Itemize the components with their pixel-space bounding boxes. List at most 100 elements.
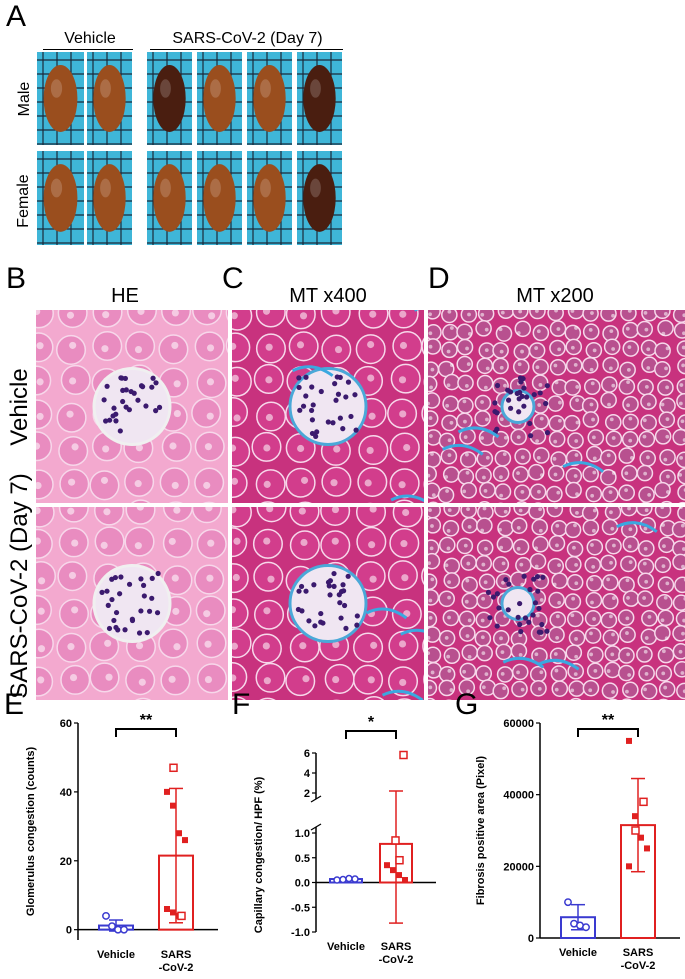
data-point xyxy=(120,925,128,934)
x-tick-label: Vehicle xyxy=(559,947,597,959)
significance-bracket xyxy=(345,730,397,739)
y-tick-label: 0.0 xyxy=(295,878,310,890)
data-point xyxy=(170,909,176,916)
kidney-photo xyxy=(247,151,292,245)
data-point xyxy=(108,922,116,931)
he-column-title: HE xyxy=(111,285,139,307)
kidney-photo xyxy=(147,151,192,245)
kidney-photo xyxy=(297,151,342,245)
female-row-label: Female xyxy=(15,174,32,228)
kidney-photo xyxy=(147,52,192,145)
panel-e-letter: E xyxy=(4,688,25,721)
kidney-photo xyxy=(197,151,242,245)
histology-micrograph xyxy=(428,507,685,700)
significance-bracket xyxy=(577,728,639,737)
data-point xyxy=(176,830,182,837)
chart-glomerulus-congestion: Glomerulus congestion (counts) 0 20 40 60 ** V… xyxy=(25,712,218,974)
data-point xyxy=(102,911,110,920)
data-point xyxy=(631,826,640,835)
data-point xyxy=(626,737,632,744)
x-tick-label: -CoV-2 xyxy=(159,962,194,974)
y-tick-label: 1.0 xyxy=(295,828,310,840)
y-axis-label: Fibrosis positive area (Pixel) xyxy=(475,756,487,906)
y-tick-label: 0.5 xyxy=(295,853,310,865)
vehicle-group-line xyxy=(43,49,133,50)
histology-micrograph xyxy=(232,310,424,503)
y-tick-label: 40000 xyxy=(503,790,534,802)
axis-break-mark xyxy=(310,795,322,803)
sars-group-line xyxy=(150,49,343,50)
data-point xyxy=(632,813,638,820)
x-tick-label: SARS xyxy=(161,949,192,961)
data-point xyxy=(164,906,170,912)
data-point xyxy=(638,834,644,841)
sars-row-label: SARS-CoV-2 (Day 7) xyxy=(6,473,33,699)
x-tick-label: Vehicle xyxy=(327,941,365,953)
significance-bracket xyxy=(115,728,177,737)
data-point xyxy=(170,802,176,809)
data-point xyxy=(391,836,400,845)
data-point xyxy=(333,876,341,884)
data-point xyxy=(177,911,186,921)
mt200-column-title: MT x200 xyxy=(516,285,594,307)
male-row-label: Male xyxy=(16,81,33,117)
kidney-photo xyxy=(37,151,84,245)
y-tick-label: 2 xyxy=(304,788,310,800)
data-point xyxy=(395,855,404,865)
y-tick-label: 0 xyxy=(66,925,72,937)
data-point xyxy=(351,875,359,883)
panel-b-letter: B xyxy=(6,262,27,295)
data-point xyxy=(164,788,170,795)
x-tick-label: -CoV-2 xyxy=(379,954,414,966)
panel-c-letter: C xyxy=(222,262,244,295)
significance-label: * xyxy=(368,714,375,731)
data-point xyxy=(399,750,408,760)
x-tick-label: SARS xyxy=(623,947,654,959)
histology-micrograph xyxy=(428,310,685,503)
chart-capillary-congestion: Capillary congestion/ HPF (%) 2 4 6 -1.0 -0.5… xyxy=(253,714,436,966)
data-point xyxy=(390,867,396,874)
y-axis-label: Glomerulus congestion (counts) xyxy=(25,747,37,917)
panel-g-letter: G xyxy=(455,688,479,721)
significance-label: ** xyxy=(140,712,153,729)
panel-a-letter: A xyxy=(6,0,27,33)
data-point xyxy=(402,877,408,884)
data-point xyxy=(644,845,650,852)
sars-group-label: SARS-CoV-2 (Day 7) xyxy=(172,30,323,47)
data-point xyxy=(582,923,590,932)
y-tick-label: 60 xyxy=(60,718,72,730)
data-point xyxy=(639,797,648,807)
y-tick-label: 20 xyxy=(60,856,72,868)
data-point xyxy=(384,862,390,869)
data-point xyxy=(396,872,402,879)
x-tick-label: Vehicle xyxy=(97,949,135,961)
kidney-photo xyxy=(37,52,84,145)
x-tick-label: SARS xyxy=(381,941,412,953)
kidney-photo xyxy=(247,52,292,145)
y-tick-label: 0 xyxy=(528,933,534,945)
data-point xyxy=(339,875,347,884)
vehicle-group-label: Vehicle xyxy=(64,30,116,47)
significance-label: ** xyxy=(602,712,615,729)
histology-micrograph xyxy=(36,310,228,503)
data-point xyxy=(169,763,178,773)
panel-f-letter: F xyxy=(232,688,251,721)
y-tick-label: -0.5 xyxy=(291,902,310,914)
mt400-column-title: MT x400 xyxy=(289,285,367,307)
y-tick-label: 20000 xyxy=(503,861,534,873)
x-tick-label: -CoV-2 xyxy=(621,960,656,972)
kidney-photo xyxy=(87,151,132,245)
y-tick-label: 4 xyxy=(304,768,311,780)
histology-micrograph xyxy=(36,507,228,700)
y-tick-label: 40 xyxy=(60,787,72,799)
y-tick-label: 60000 xyxy=(503,718,534,730)
data-point xyxy=(626,863,632,870)
data-point xyxy=(345,874,353,883)
vehicle-row-label: Vehicle xyxy=(6,368,33,446)
panel-d-letter: D xyxy=(428,262,450,295)
y-tick-label: -1.0 xyxy=(291,927,310,939)
chart-fibrosis-area: Fibrosis positive area (Pixel) 0 20000 4000… xyxy=(475,712,680,972)
y-tick-label: 6 xyxy=(304,748,310,760)
axis-break-mark xyxy=(310,823,322,831)
data-point xyxy=(182,837,188,844)
